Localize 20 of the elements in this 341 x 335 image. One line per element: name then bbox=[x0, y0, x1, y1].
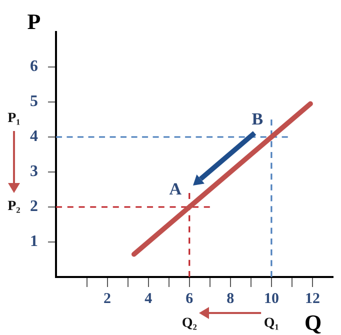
x-tick-label: 4 bbox=[144, 290, 153, 307]
y-tick-label: 2 bbox=[30, 198, 38, 216]
y-tick-label: 1 bbox=[30, 233, 38, 250]
y-tick-label: 5 bbox=[30, 93, 38, 110]
y-tick-label: 3 bbox=[30, 163, 38, 180]
x-tick-label: 8 bbox=[226, 290, 234, 307]
y-tick-label: 4 bbox=[30, 128, 38, 146]
x-axis-title: Q bbox=[304, 310, 322, 335]
x-tick-label: 2 bbox=[104, 290, 112, 307]
text: Q₁ bbox=[264, 316, 279, 331]
y-axis-title: P bbox=[27, 9, 41, 34]
annotation: A bbox=[169, 180, 182, 198]
y-tick-label: 6 bbox=[30, 58, 38, 76]
x-tick-label: 10 bbox=[264, 290, 279, 307]
text: P₂ bbox=[8, 199, 20, 214]
text: P₁ bbox=[8, 111, 20, 126]
x-tick-label: 12 bbox=[304, 290, 320, 307]
x-tick-label: 6 bbox=[186, 290, 194, 307]
annotation: B bbox=[252, 110, 264, 128]
text: Q₂ bbox=[182, 316, 197, 331]
